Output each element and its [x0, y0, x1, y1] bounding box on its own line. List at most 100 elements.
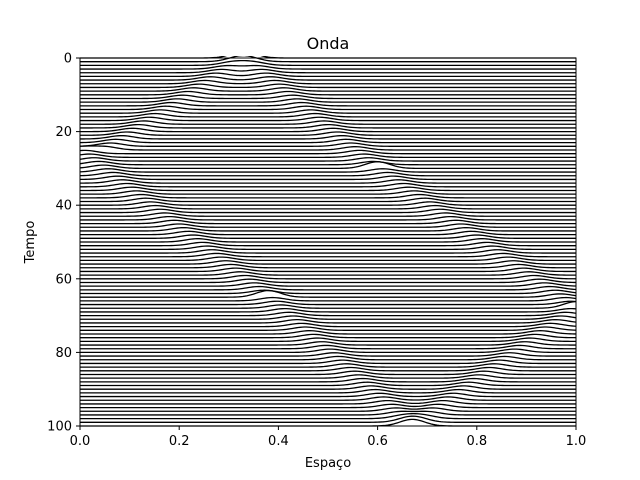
wave-line-t99	[80, 415, 576, 423]
wave-line-t92	[80, 392, 576, 398]
wave-line-t52	[80, 245, 576, 251]
wave-line-t17	[80, 116, 576, 122]
wave-line-t37	[80, 190, 576, 195]
wave-line-t86	[80, 370, 576, 376]
wave-line-t96	[80, 407, 576, 412]
wave-line-t50	[80, 238, 576, 243]
wave-line-t49	[80, 234, 576, 239]
wave-line-t83	[80, 359, 576, 365]
wave-line-t90	[80, 385, 576, 390]
wave-line-t88	[80, 377, 576, 383]
wave-line-t78	[80, 341, 576, 346]
wave-line-t28	[80, 157, 576, 162]
wave-line-t85	[80, 366, 576, 372]
wave-line-t81	[80, 352, 576, 357]
wave-line-t5	[80, 72, 576, 78]
x-tick-label: 0.0	[70, 434, 91, 449]
wave-line-t1	[80, 56, 576, 63]
wave-line-t46	[80, 223, 576, 228]
wave-line-t75	[80, 330, 576, 335]
wave-line-t10	[80, 90, 576, 96]
wave-line-t89	[80, 381, 576, 387]
wave-line-t31	[80, 168, 576, 173]
wave-line-t40	[80, 201, 576, 206]
y-tick-label: 0	[64, 52, 72, 67]
wave-line-t72	[80, 318, 576, 324]
wave-line-t51	[80, 241, 576, 247]
wave-line-t16	[80, 112, 576, 118]
wave-line-t54	[80, 252, 576, 258]
chart-title: Onda	[307, 34, 350, 53]
wave-line-t13	[80, 101, 576, 107]
wave-line-t93	[80, 396, 576, 401]
wave-line-t70	[80, 311, 576, 317]
wave-line-t73	[80, 322, 576, 328]
wave-line-t60	[80, 274, 576, 280]
wave-line-t91	[80, 388, 576, 394]
x-tick-label: 1.0	[566, 434, 587, 449]
wave-line-t63	[80, 285, 576, 291]
y-tick-label: 60	[55, 272, 72, 287]
wave-line-t20	[80, 127, 576, 133]
wave-line-t8	[80, 83, 576, 89]
wave-line-t48	[80, 230, 576, 236]
wave-line-t14	[80, 105, 576, 111]
wave-line-t41	[80, 204, 576, 210]
wave-line-t56	[80, 260, 576, 265]
wave-line-t95	[80, 403, 576, 409]
wave-line-t18	[80, 120, 576, 125]
wave-line-t11	[80, 94, 576, 100]
wave-line-t53	[80, 249, 576, 254]
wave-line-t12	[80, 98, 576, 103]
wave-line-t74	[80, 326, 576, 331]
wave-line-t64	[80, 289, 576, 295]
wave-line-t24	[80, 142, 576, 147]
y-tick-label: 80	[55, 346, 72, 361]
wave-line-t79	[80, 344, 576, 350]
wave-line-t30	[80, 161, 576, 170]
wave-line-t38	[80, 193, 576, 199]
wave-line-t57	[80, 263, 576, 269]
wave-line-t2	[80, 59, 576, 67]
wave-line-t55	[80, 256, 576, 262]
wave-line-t84	[80, 363, 576, 368]
x-axis-label: Espaço	[305, 456, 351, 471]
plot-frame	[79, 57, 577, 427]
wave-line-t36	[80, 186, 576, 192]
wave-line-t34	[80, 179, 576, 184]
wave-line-t32	[80, 171, 576, 177]
wave-line-t7	[80, 79, 576, 85]
wave-line-t87	[80, 374, 576, 379]
wave-line-t47	[80, 226, 576, 232]
wave-line-t58	[80, 267, 576, 273]
y-tick-label: 100	[47, 420, 72, 435]
wave-line-t23	[80, 138, 576, 144]
y-tick-label: 20	[55, 125, 72, 140]
wave-line-t44	[80, 215, 576, 221]
wave-line-t29	[80, 160, 576, 166]
wave-lines	[80, 56, 576, 427]
y-axis-label: Tempo	[23, 221, 38, 265]
wave-line-t67	[80, 300, 576, 306]
wave-line-t61	[80, 278, 576, 284]
wave-line-t25	[80, 145, 576, 151]
y-axis-ticks: 0 20 40 60 80 100	[47, 52, 80, 435]
wave-line-t19	[80, 123, 576, 129]
wave-line-t27	[80, 153, 576, 159]
x-tick-label: 0.8	[466, 434, 487, 449]
wave-line-t42	[80, 208, 576, 214]
x-axis-ticks: 0.0 0.2 0.4 0.6 0.8 1.0	[70, 426, 587, 449]
wave-line-t39	[80, 197, 576, 203]
wave-line-t3	[80, 64, 576, 70]
x-tick-label: 0.6	[367, 434, 388, 449]
wave-line-t33	[80, 175, 576, 181]
wave-line-t43	[80, 212, 576, 217]
wave-line-t71	[80, 315, 576, 320]
wave-line-t65	[80, 289, 576, 298]
wave-line-t68	[80, 300, 576, 309]
wave-line-t26	[80, 149, 576, 155]
wave-line-t6	[80, 76, 576, 81]
wave-line-t35	[80, 182, 576, 188]
wave-line-t4	[80, 68, 576, 74]
